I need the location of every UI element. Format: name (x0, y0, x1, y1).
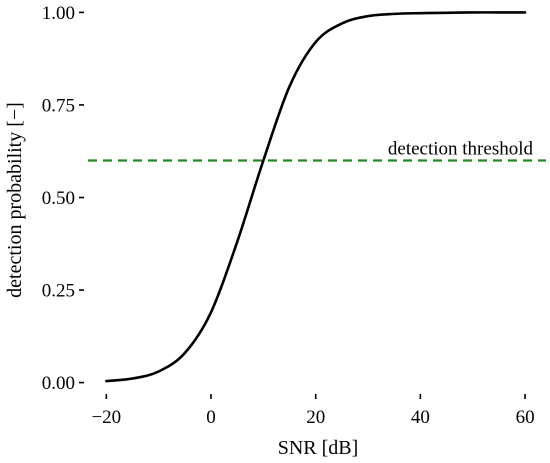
x-tick-label: −20 (91, 407, 121, 428)
y-tick-label: 0.50 (42, 188, 75, 209)
x-tick-label: 40 (411, 407, 430, 428)
y-axis: 0.00 0.25 0.50 0.75 1.00 (42, 3, 84, 394)
y-tick-label: 0.25 (42, 281, 75, 302)
x-axis: −20 0 20 40 60 (91, 394, 535, 428)
y-tick-label: 0.75 (42, 95, 75, 116)
y-axis-title: detection probability [−] (4, 102, 26, 298)
x-tick-label: 0 (206, 407, 216, 428)
series-layer (105, 11, 527, 383)
x-tick-label: 20 (306, 407, 325, 428)
x-tick-label: 60 (516, 407, 535, 428)
x-axis-title: SNR [dB] (278, 437, 359, 459)
y-tick-label: 1.00 (42, 3, 75, 24)
y-tick-label: 0.00 (42, 373, 75, 394)
detection-probability-curve (105, 11, 527, 383)
reference-lines: detection threshold (88, 138, 546, 162)
threshold-label: detection threshold (388, 138, 534, 159)
